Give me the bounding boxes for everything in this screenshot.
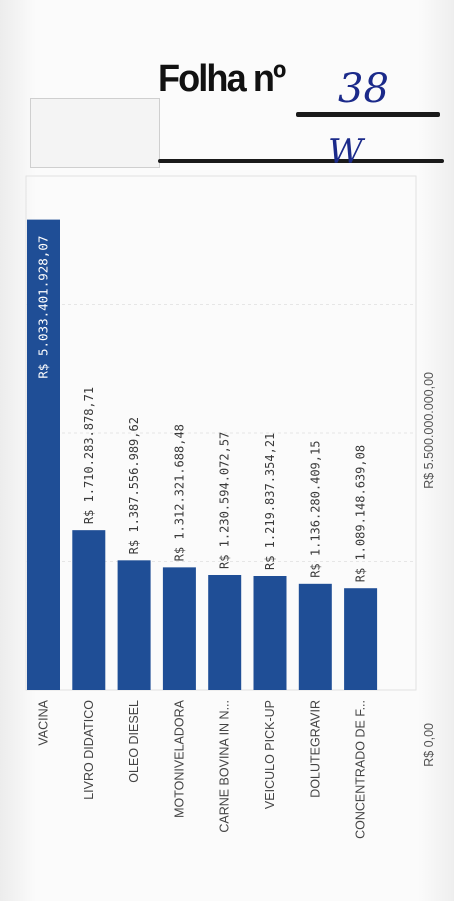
data-label-0: R$ 5.033.401.928,07 [36,236,51,379]
data-label-5: R$ 1.219.837.354,21 [263,433,277,570]
bar-3 [162,567,196,690]
bar-5 [253,576,287,690]
bar-4 [208,574,242,690]
stamp-line-top [296,112,440,117]
bar-6 [298,583,332,690]
bar-0 [27,219,60,690]
axis-tick-label-1: R$ 5.500.000.000,00 [422,372,436,489]
bar-2 [117,560,151,690]
data-label-7: R$ 1.089.148.639,08 [354,445,368,582]
data-label-2: R$ 1.387.556.989,62 [127,417,141,554]
scan-frame-box [30,98,160,168]
bar-7 [344,588,378,690]
initials-handwritten: W [328,132,363,172]
data-label-1: R$ 1.710.283.878,71 [82,387,96,524]
category-label-7: CONCENTRADO DE F... [354,700,368,839]
stamp-label: Folha nº [158,58,286,100]
page-number-handwritten: 38 [338,66,389,112]
category-label-2: OLEO DIESEL [127,700,141,783]
category-label-4: CARNE BOVINA IN N... [218,700,232,833]
category-label-6: DOLUTEGRAVIR [308,700,322,798]
category-label-0: VACINA [37,699,51,745]
category-label-3: MOTONIVELADORA [172,699,186,818]
data-label-6: R$ 1.136.280.409,15 [308,441,322,578]
data-label-4: R$ 1.230.594.072,57 [218,432,232,569]
stamp-line-bottom [158,159,444,163]
category-label-5: VEICULO PICK-UP [263,700,277,809]
category-label-1: LIVRO DIDATICO [82,700,96,800]
bar-1 [72,530,106,690]
data-label-3: R$ 1.312.321.688,48 [172,424,186,561]
axis-tick-label-0: R$ 0,00 [422,723,436,767]
